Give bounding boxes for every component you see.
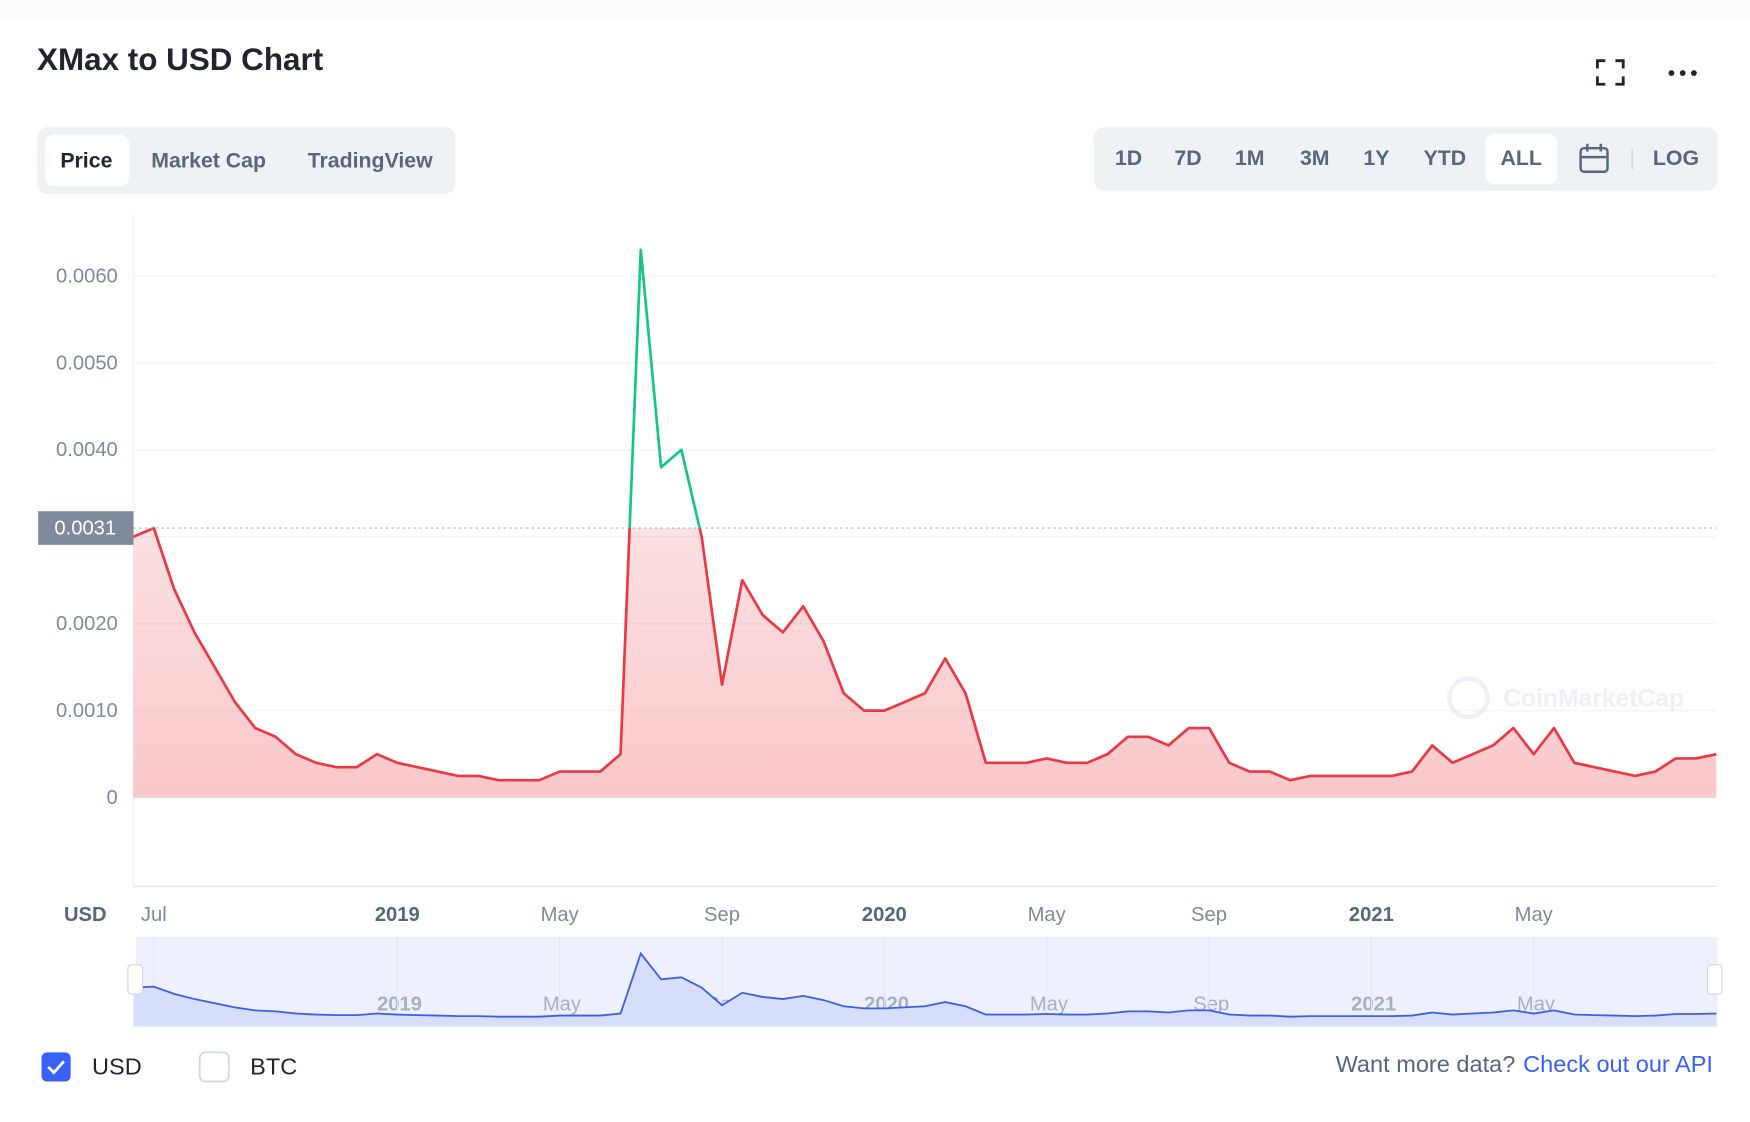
current-price-label: 0.0031: [54, 517, 116, 539]
navigator-handle-right[interactable]: [1706, 964, 1723, 995]
price-area: [133, 528, 1717, 798]
navigator-label: 2019: [377, 994, 422, 1016]
usd-checkbox[interactable]: [41, 1052, 71, 1082]
tab-market-cap[interactable]: Market Cap: [151, 148, 266, 172]
y-tick-label: 0.0060: [56, 265, 118, 287]
range-1m[interactable]: 1M: [1235, 146, 1265, 170]
usd-toggle-label[interactable]: USD: [92, 1053, 142, 1079]
range-ytd[interactable]: YTD: [1424, 146, 1467, 170]
price-line-below: [132, 528, 1717, 782]
title: XMax to USD Chart: [37, 42, 324, 77]
check-icon: [47, 1060, 65, 1075]
navigator-label: May: [1030, 994, 1069, 1016]
calendar-button[interactable]: [1579, 143, 1609, 173]
y-tick-label: 0: [107, 787, 118, 809]
y-tick-label: 0.0010: [56, 700, 118, 722]
navigator-handle-left[interactable]: [127, 964, 144, 995]
plot-area: 00.00100.00200.00300.00400.00500.0060USD…: [38, 213, 1717, 926]
footer-prompt: Want more data?: [1336, 1051, 1516, 1077]
tab-tradingview[interactable]: TradingView: [308, 148, 433, 172]
y-unit-label: USD: [64, 904, 107, 926]
x-tick-label: Sep: [1191, 904, 1227, 926]
tab-price[interactable]: Price: [60, 148, 112, 172]
watermark-text: CoinMarketCap: [1503, 686, 1684, 713]
x-tick-label: 2020: [862, 904, 907, 926]
navigator-area: [133, 953, 1717, 1027]
navigator-label: May: [1517, 994, 1556, 1016]
range-1y[interactable]: 1Y: [1363, 146, 1389, 170]
x-tick-label: 2021: [1349, 904, 1394, 926]
tab-group: [37, 126, 456, 195]
x-tick-label: Jul: [141, 904, 167, 926]
x-tick-label: Sep: [704, 904, 740, 926]
range-7d[interactable]: 7D: [1174, 146, 1201, 170]
range-selected-bg: [1485, 133, 1558, 185]
btc-checkbox[interactable]: [198, 1051, 230, 1083]
range-3m[interactable]: 3M: [1300, 146, 1330, 170]
y-tick-label: 0.0050: [56, 352, 118, 374]
y-tick-label: 0.0040: [56, 439, 118, 461]
x-tick-label: May: [1515, 904, 1554, 926]
current-price-tag: [38, 511, 134, 545]
log-toggle[interactable]: LOG: [1653, 146, 1699, 170]
btc-toggle-label[interactable]: BTC: [250, 1053, 297, 1079]
range-group: [1093, 126, 1718, 191]
x-tick-label: May: [1028, 904, 1067, 926]
x-tick-label: 2019: [375, 904, 420, 926]
navigator-label: May: [543, 994, 582, 1016]
x-tick-label: May: [541, 904, 580, 926]
range-1d[interactable]: 1D: [1115, 146, 1142, 170]
y-tick-label: 0.0020: [56, 613, 118, 635]
range-all[interactable]: ALL: [1500, 146, 1541, 170]
navigator-line: [133, 951, 1717, 1018]
watermark: CoinMarketCap: [1447, 676, 1684, 720]
fullscreen-button[interactable]: [1596, 59, 1625, 86]
api-link[interactable]: Check out our API: [1523, 1051, 1713, 1077]
navigator-label: 2021: [1351, 994, 1396, 1016]
footer-text: Want more data? Check out our API: [1336, 1051, 1713, 1077]
tab-selected-bg: [44, 134, 130, 187]
more-button[interactable]: [1668, 70, 1697, 76]
top-strip: [0, 0, 1750, 21]
